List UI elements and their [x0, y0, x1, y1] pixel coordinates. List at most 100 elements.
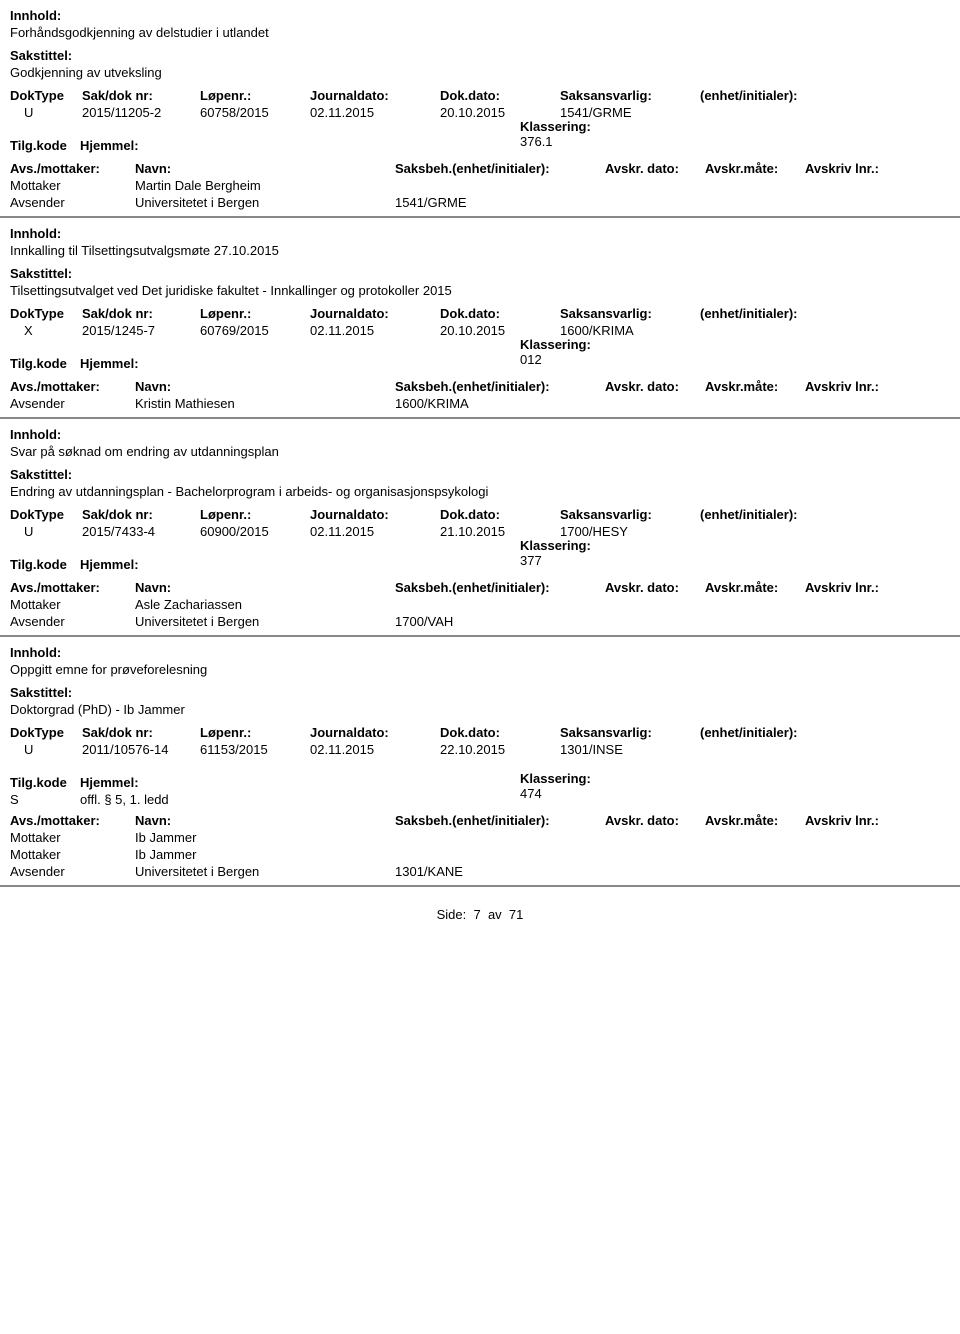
- party-name: Ib Jammer: [135, 830, 395, 845]
- navn-header: Navn:: [135, 379, 395, 394]
- avskrmote-header: Avskr.måte:: [705, 580, 805, 595]
- doktype-header: DokType: [10, 725, 82, 740]
- party-saksbeh: [395, 830, 605, 845]
- avskrmote-header: Avskr.måte:: [705, 379, 805, 394]
- hjemmel-value: offl. § 5, 1. ledd: [80, 792, 380, 807]
- avsmot-header: Avs./mottaker:: [10, 813, 135, 828]
- records-container: Innhold: Forhåndsgodkjenning av delstudie…: [0, 8, 960, 887]
- tilgkode-header: Tilg.kode: [10, 138, 80, 153]
- lopenr-value: 60900/2015: [200, 524, 310, 539]
- avskrlnr-header: Avskriv lnr.:: [805, 813, 905, 828]
- footer-total: 71: [509, 907, 523, 922]
- saknr-header: Sak/dok nr:: [82, 88, 200, 103]
- party-name: Asle Zachariassen: [135, 597, 395, 612]
- party-role: Avsender: [10, 195, 135, 210]
- doktype-value: U: [10, 105, 82, 120]
- navn-header: Navn:: [135, 580, 395, 595]
- journaldato-value: 02.11.2015: [310, 524, 440, 539]
- avskrdato-header: Avskr. dato:: [605, 379, 705, 394]
- party-saksbeh: [395, 847, 605, 862]
- klassering-label: Klassering:: [520, 771, 960, 786]
- dokdato-value: 20.10.2015: [440, 105, 560, 120]
- party-name: Kristin Mathiesen: [135, 396, 395, 411]
- klassering-value: 377: [520, 553, 960, 568]
- party-row: MottakerMartin Dale Bergheim: [10, 178, 960, 193]
- innhold-text: Forhåndsgodkjenning av delstudier i utla…: [10, 25, 960, 40]
- party-row: MottakerIb Jammer: [10, 830, 960, 845]
- doc-header-row: DokTypeSak/dok nr:Løpenr.:Journaldato:Do…: [10, 306, 960, 321]
- record: Innhold:Svar på søknad om endring av utd…: [0, 427, 960, 637]
- journaldato-value: 02.11.2015: [310, 105, 440, 120]
- saknr-header: Sak/dok nr:: [82, 306, 200, 321]
- avs-header-row: Avs./mottaker:Navn:Saksbeh.(enhet/initia…: [10, 161, 960, 176]
- hjemmel-header: Hjemmel:: [80, 356, 380, 371]
- innhold-label: Innhold:: [10, 8, 960, 23]
- saknr-value: 2011/10576-14: [82, 742, 200, 757]
- party-saksbeh: 1600/KRIMA: [395, 396, 605, 411]
- journaldato-header: Journaldato:: [310, 725, 440, 740]
- klassering-label: Klassering:: [520, 538, 960, 553]
- journaldato-header: Journaldato:: [310, 88, 440, 103]
- tilgkode-header: Tilg.kode: [10, 356, 80, 371]
- avs-header-row: Avs./mottaker:Navn:Saksbeh.(enhet/initia…: [10, 813, 960, 828]
- klassering-value: 012: [520, 352, 960, 367]
- dokdato-value: 22.10.2015: [440, 742, 560, 757]
- enhet-header: (enhet/initialer):: [700, 507, 850, 522]
- journaldato-header: Journaldato:: [310, 306, 440, 321]
- dokdato-header: Dok.dato:: [440, 725, 560, 740]
- saksansvarlig-value: 1600/KRIMA: [560, 323, 700, 338]
- saksbeh-header: Saksbeh.(enhet/initialer):: [395, 379, 605, 394]
- lopenr-header: Løpenr.:: [200, 507, 310, 522]
- innhold-label: Innhold:: [10, 427, 960, 442]
- doktype-value: U: [10, 742, 82, 757]
- saksansvarlig-value: 1541/GRME: [560, 105, 700, 120]
- party-role: Mottaker: [10, 847, 135, 862]
- avskrmote-header: Avskr.måte:: [705, 161, 805, 176]
- party-row: AvsenderUniversitetet i Bergen1700/VAH: [10, 614, 960, 629]
- party-name: Universitetet i Bergen: [135, 195, 395, 210]
- doc-data-row: U2011/10576-1461153/201502.11.201522.10.…: [10, 742, 960, 757]
- party-role: Mottaker: [10, 178, 135, 193]
- avskrdato-header: Avskr. dato:: [605, 161, 705, 176]
- lopenr-header: Løpenr.:: [200, 725, 310, 740]
- enhet-header: (enhet/initialer):: [700, 88, 850, 103]
- saknr-header: Sak/dok nr:: [82, 725, 200, 740]
- innhold-text: Oppgitt emne for prøveforelesning: [10, 662, 960, 677]
- party-row: MottakerIb Jammer: [10, 847, 960, 862]
- doktype-header: DokType: [10, 88, 82, 103]
- doc-data-row: U2015/7433-460900/201502.11.201521.10.20…: [10, 524, 960, 539]
- klassering-block: Klassering:012: [520, 337, 960, 367]
- party-name: Martin Dale Bergheim: [135, 178, 395, 193]
- dokdato-value: 20.10.2015: [440, 323, 560, 338]
- party-row: AvsenderUniversitetet i Bergen1301/KANE: [10, 864, 960, 879]
- avskrdato-header: Avskr. dato:: [605, 813, 705, 828]
- innhold-label: Innhold:: [10, 645, 960, 660]
- sakstittel-label: Sakstittel:: [10, 685, 960, 700]
- klassering-label: Klassering:: [520, 337, 960, 352]
- dokdato-header: Dok.dato:: [440, 306, 560, 321]
- saksansvarlig-value: 1700/HESY: [560, 524, 700, 539]
- enhet-value: [700, 524, 850, 539]
- avskrmote-header: Avskr.måte:: [705, 813, 805, 828]
- lopenr-header: Løpenr.:: [200, 306, 310, 321]
- doc-header-row: DokTypeSak/dok nr:Løpenr.:Journaldato:Do…: [10, 507, 960, 522]
- avsmot-header: Avs./mottaker:: [10, 161, 135, 176]
- sakstittel-label: Sakstittel:: [10, 467, 960, 482]
- saksansvarlig-header: Saksansvarlig:: [560, 88, 700, 103]
- party-role: Avsender: [10, 614, 135, 629]
- hjemmel-header: Hjemmel:: [80, 775, 380, 790]
- klassering-value: 474: [520, 786, 960, 801]
- saksansvarlig-header: Saksansvarlig:: [560, 507, 700, 522]
- tilgkode-header: Tilg.kode: [10, 775, 80, 790]
- tilgkode-value: S: [10, 792, 80, 807]
- tilgkode-header: Tilg.kode: [10, 557, 80, 572]
- sakstittel-text: Endring av utdanningsplan - Bachelorprog…: [10, 484, 960, 499]
- doc-header-row: DokTypeSak/dok nr:Løpenr.:Journaldato:Do…: [10, 725, 960, 740]
- avs-header-row: Avs./mottaker:Navn:Saksbeh.(enhet/initia…: [10, 379, 960, 394]
- navn-header: Navn:: [135, 161, 395, 176]
- enhet-value: [700, 323, 850, 338]
- party-saksbeh: 1700/VAH: [395, 614, 605, 629]
- klassering-label: Klassering:: [520, 119, 960, 134]
- party-role: Avsender: [10, 396, 135, 411]
- doc-data-row: X2015/1245-760769/201502.11.201520.10.20…: [10, 323, 960, 338]
